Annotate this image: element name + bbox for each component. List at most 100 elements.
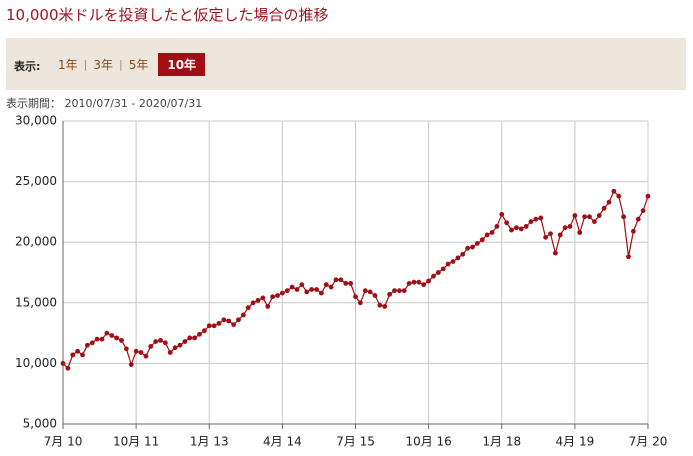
data-point [455,255,461,261]
data-point [119,337,124,343]
data-point [630,228,636,234]
data-point [328,284,334,290]
data-point [616,193,622,199]
data-point [552,250,558,256]
x-tick-label: 1月 13 [190,435,229,449]
tabs: 1年 | 3年 | 5年 10年 [52,53,206,76]
data-point [392,288,397,294]
data-point [65,365,71,371]
y-tick-label: 25,000 [15,174,57,188]
data-point [367,289,373,295]
data-point [543,234,549,240]
separator: | [119,58,123,71]
data-point [314,287,319,292]
data-point [465,245,471,251]
data-point [582,214,588,220]
tab[interactable]: 3年 [93,58,113,72]
data-point [494,224,500,229]
data-point [75,348,81,354]
data-point [162,340,168,346]
data-point [416,279,422,285]
data-point [513,225,519,231]
data-point [167,350,173,355]
period: 表示期間： 2010/07/31 - 2020/07/31 [6,97,203,110]
data-point [606,199,612,205]
data-point [255,297,261,303]
data-point [275,293,280,298]
data-point [338,277,344,283]
x-tick-label: 7月 10 [44,435,83,449]
data-point [548,231,553,237]
x-tick-label: 7月 15 [336,435,375,449]
title: 10,000米ドルを投資したと仮定した場合の推移 [6,6,329,24]
data-point [431,273,436,279]
data-point [158,337,163,343]
data-point [421,282,427,288]
data-point [299,282,305,288]
data-point [440,266,446,272]
data-point [479,237,485,243]
data-point [635,216,641,222]
data-point [577,230,583,235]
data-point [216,321,222,326]
data-point [591,219,597,224]
data-point [94,336,100,342]
data-point [411,279,417,285]
data-point [123,346,129,352]
data-point [226,318,232,324]
data-point [270,294,276,300]
data-point [128,362,134,368]
data-point [182,339,188,344]
y-tick-label: 15,000 [15,295,57,309]
data-point [153,339,159,344]
data-point [640,208,646,214]
x-tick-label: 10月 11 [113,435,159,449]
data-point [294,287,300,292]
y-tick-label: 10,000 [15,356,57,370]
data-point [567,224,573,229]
data-point [187,335,193,341]
data-point [357,300,363,306]
data-point [645,193,651,199]
data-point [562,225,568,231]
data-point [343,281,349,286]
data-point [557,232,563,238]
tab[interactable]: 1年 [58,58,78,72]
data-point [396,288,402,294]
data-point [221,317,227,323]
data-point [109,333,115,338]
x-tick-label: 4月 19 [556,435,595,449]
x-tick-label: 10月 16 [405,435,451,449]
data-point [323,282,329,288]
data-point [192,335,198,341]
data-point [333,277,339,283]
data-point [60,361,66,366]
data-point [387,291,393,297]
data-point [231,322,237,328]
data-point [470,244,475,250]
x-tick-label: 4月 14 [263,435,302,449]
data-point [435,270,441,275]
data-point [596,213,602,218]
separator: | [83,58,88,71]
data-point [518,226,524,232]
data-point [426,278,432,284]
y-tick-label: 5,000 [23,417,57,431]
data-point [538,215,544,221]
tab[interactable]: 10年 [158,53,206,76]
x-tick-label: 1月 18 [482,435,521,449]
data-point [460,251,466,257]
tab[interactable]: 5年 [128,58,149,72]
data-point [318,290,324,296]
data-point [84,342,90,348]
data-point [445,261,451,267]
data-point [80,352,85,358]
data-point [484,232,490,238]
data-point [504,220,510,226]
data-point [499,211,505,217]
data-point [260,295,266,301]
data-point [533,216,539,222]
data-point [406,281,412,286]
y-tick-label: 20,000 [15,235,57,249]
